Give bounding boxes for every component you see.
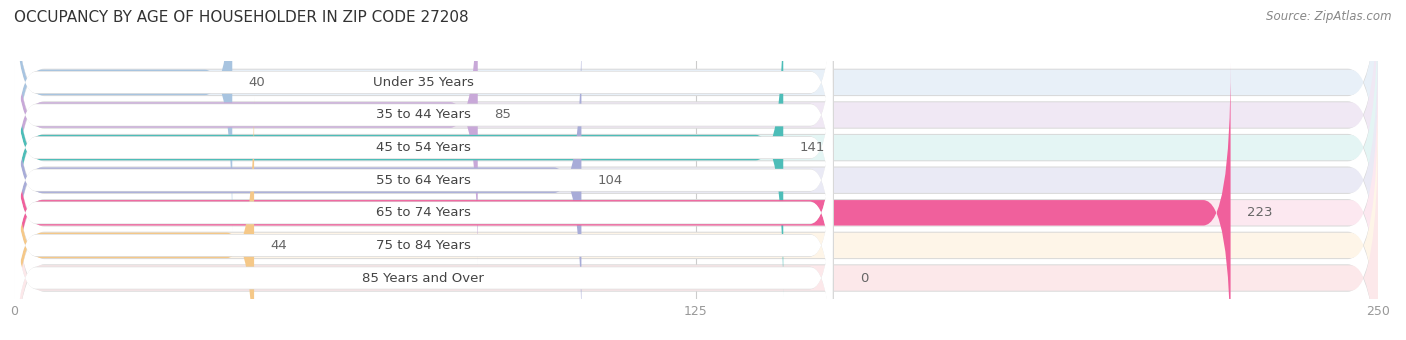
Text: 0: 0 <box>859 272 868 285</box>
Text: 85: 85 <box>494 108 510 121</box>
FancyBboxPatch shape <box>14 95 1378 340</box>
Text: 55 to 64 Years: 55 to 64 Years <box>375 174 471 187</box>
FancyBboxPatch shape <box>11 96 1381 340</box>
Text: 223: 223 <box>1247 206 1272 219</box>
Text: 40: 40 <box>249 76 266 89</box>
Text: 85 Years and Over: 85 Years and Over <box>363 272 484 285</box>
FancyBboxPatch shape <box>14 158 832 340</box>
FancyBboxPatch shape <box>14 93 832 333</box>
Text: 141: 141 <box>800 141 825 154</box>
FancyBboxPatch shape <box>11 0 1381 264</box>
FancyBboxPatch shape <box>13 0 834 250</box>
FancyBboxPatch shape <box>13 143 834 340</box>
FancyBboxPatch shape <box>14 0 478 265</box>
FancyBboxPatch shape <box>14 0 832 202</box>
FancyBboxPatch shape <box>14 0 1378 265</box>
FancyBboxPatch shape <box>13 12 834 283</box>
FancyBboxPatch shape <box>14 30 582 330</box>
FancyBboxPatch shape <box>13 78 834 340</box>
Text: 35 to 44 Years: 35 to 44 Years <box>375 108 471 121</box>
FancyBboxPatch shape <box>13 0 834 218</box>
FancyBboxPatch shape <box>14 61 832 300</box>
FancyBboxPatch shape <box>14 0 232 233</box>
FancyBboxPatch shape <box>14 0 1378 233</box>
FancyBboxPatch shape <box>13 110 834 340</box>
Text: 45 to 54 Years: 45 to 54 Years <box>375 141 471 154</box>
FancyBboxPatch shape <box>13 45 834 316</box>
Text: 65 to 74 Years: 65 to 74 Years <box>375 206 471 219</box>
FancyBboxPatch shape <box>14 63 1230 340</box>
Text: 44: 44 <box>270 239 287 252</box>
FancyBboxPatch shape <box>14 30 1378 330</box>
Text: OCCUPANCY BY AGE OF HOUSEHOLDER IN ZIP CODE 27208: OCCUPANCY BY AGE OF HOUSEHOLDER IN ZIP C… <box>14 10 468 25</box>
Text: Source: ZipAtlas.com: Source: ZipAtlas.com <box>1267 10 1392 23</box>
FancyBboxPatch shape <box>14 126 832 340</box>
FancyBboxPatch shape <box>14 0 832 235</box>
FancyBboxPatch shape <box>14 95 254 340</box>
FancyBboxPatch shape <box>14 0 783 298</box>
Text: Under 35 Years: Under 35 Years <box>373 76 474 89</box>
FancyBboxPatch shape <box>11 0 1381 297</box>
FancyBboxPatch shape <box>11 64 1381 340</box>
FancyBboxPatch shape <box>14 63 1378 340</box>
FancyBboxPatch shape <box>14 28 832 267</box>
FancyBboxPatch shape <box>11 31 1381 340</box>
Text: 75 to 84 Years: 75 to 84 Years <box>375 239 471 252</box>
FancyBboxPatch shape <box>11 0 1381 340</box>
FancyBboxPatch shape <box>14 0 1378 298</box>
FancyBboxPatch shape <box>14 128 1378 340</box>
FancyBboxPatch shape <box>11 0 1381 329</box>
Text: 104: 104 <box>598 174 623 187</box>
